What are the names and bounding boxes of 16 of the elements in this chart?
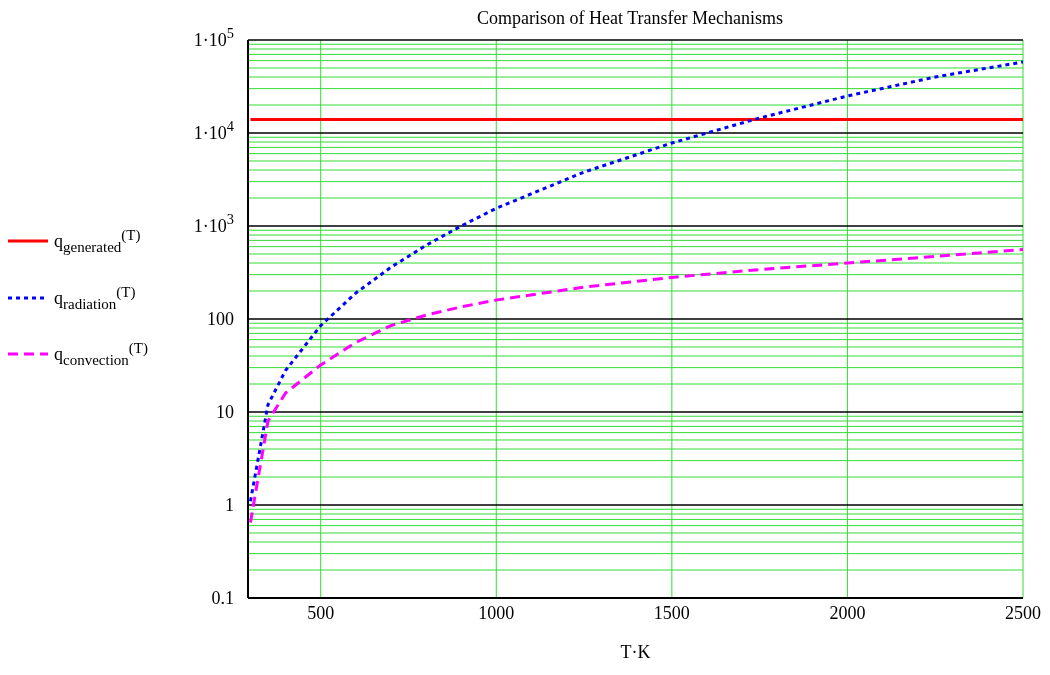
y-tick-label: 1 <box>225 495 234 515</box>
y-tick-label: 1·10$^{4}$ <box>193 118 234 143</box>
line-series <box>248 247 1023 524</box>
chart-title: Comparison of Heat Transfer Mechanisms <box>476 8 784 29</box>
line-series <box>248 60 1023 503</box>
y-tick-label: 1·10$^{5}$ <box>193 25 234 50</box>
y-tick-label: 10 <box>216 402 234 422</box>
x-tick-label: 1000 <box>478 602 515 623</box>
x-axis-title: T·K <box>620 642 651 662</box>
x-tick-label: 2500 <box>1005 602 1041 623</box>
y-tick-label: 0.1 <box>211 588 234 608</box>
x-tick-label: 2000 <box>829 602 866 623</box>
x-tick-label: 500 <box>307 602 335 623</box>
x-tick-label: 1500 <box>653 602 690 623</box>
y-tick-label: 1·10$^{3}$ <box>193 211 234 236</box>
y-tick-label: 100 <box>207 309 234 329</box>
